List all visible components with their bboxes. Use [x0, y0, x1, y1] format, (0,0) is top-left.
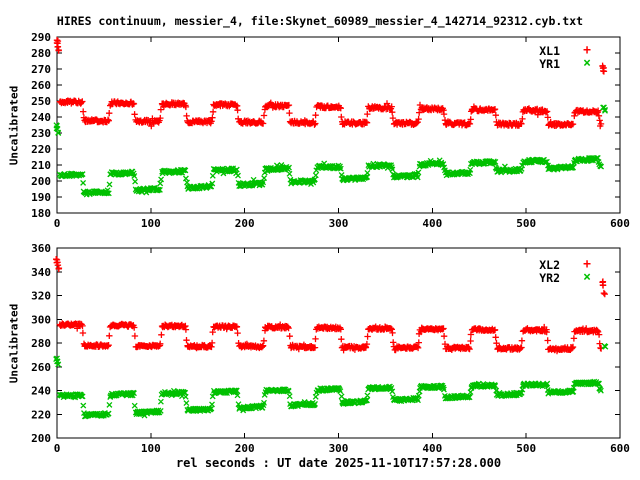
x-tick-label: 400	[422, 442, 442, 455]
y-tick-label: 290	[31, 31, 51, 44]
bottom-panel-tick-labels: 200 220 240 260 280 300 320 340 360 0 100 200 300 400…	[31, 242, 630, 455]
x-tick-label: 600	[610, 217, 630, 230]
legend-entry-yr1: YR1 ×	[440, 56, 610, 71]
y-tick-label: 220	[31, 408, 51, 421]
top-panel: 180 190 200 210 220 230 240 250 260 270 280 290 0 100…	[31, 31, 630, 230]
x-tick-label: 300	[329, 442, 349, 455]
legend-label-yr1: YR1	[539, 57, 560, 71]
legend-label-yr2: YR2	[539, 271, 560, 285]
plus-marker-icon: +	[583, 43, 591, 58]
x-tick-label: 100	[141, 442, 161, 455]
y-tick-label: 210	[31, 159, 51, 172]
y-tick-label: 280	[31, 47, 51, 60]
y-tick-label: 280	[31, 337, 51, 350]
legend-entry-yr2: YR2 ×	[440, 270, 610, 285]
plus-marker-icon: +	[583, 257, 591, 272]
y-tick-label: 200	[31, 432, 51, 445]
y-tick-label: 240	[31, 111, 51, 124]
x-tick-label: 300	[329, 217, 349, 230]
x-tick-label: 100	[141, 217, 161, 230]
top-panel-tick-labels: 180 190 200 210 220 230 240 250 260 270 280 290 0 100…	[31, 31, 630, 230]
y-tick-label: 190	[31, 191, 51, 204]
legend-label-xl2: XL2	[539, 258, 560, 272]
y-tick-label: 340	[31, 266, 51, 279]
x-tick-label: 0	[54, 217, 61, 230]
top-series-XL1	[53, 37, 608, 130]
bottom-series-XL2	[53, 256, 608, 355]
y-tick-label: 260	[31, 79, 51, 92]
y-tick-label: 180	[31, 207, 51, 220]
x-tick-label: 400	[422, 217, 442, 230]
bottom-series-YR2	[53, 343, 609, 420]
y-tick-label: 360	[31, 242, 51, 255]
top-series-YR1	[53, 104, 608, 198]
y-tick-label: 300	[31, 313, 51, 326]
y-tick-label: 320	[31, 290, 51, 303]
x-tick-label: 200	[235, 217, 255, 230]
x-tick-label: 500	[516, 442, 536, 455]
legend-label-xl1: XL1	[539, 44, 560, 58]
x-tick-label: 500	[516, 217, 536, 230]
x-tick-label: 200	[235, 442, 255, 455]
cross-marker-icon: ×	[583, 270, 591, 285]
legend-entry-xl2: XL2 +	[440, 257, 610, 272]
y-tick-label: 200	[31, 175, 51, 188]
legend-entry-xl1: XL1 +	[440, 43, 610, 58]
x-tick-label: 600	[610, 442, 630, 455]
y-tick-label: 260	[31, 361, 51, 374]
y-tick-label: 270	[31, 63, 51, 76]
x-tick-label: 0	[54, 442, 61, 455]
y-tick-label: 220	[31, 143, 51, 156]
y-tick-label: 250	[31, 95, 51, 108]
bottom-panel-ticks	[56, 247, 621, 439]
bottom-panel: 200 220 240 260 280 300 320 340 360 0 100 200 300 400…	[31, 242, 630, 455]
cross-marker-icon: ×	[583, 56, 591, 71]
top-panel-ticks	[56, 36, 621, 214]
y-tick-label: 230	[31, 127, 51, 140]
y-tick-label: 240	[31, 385, 51, 398]
